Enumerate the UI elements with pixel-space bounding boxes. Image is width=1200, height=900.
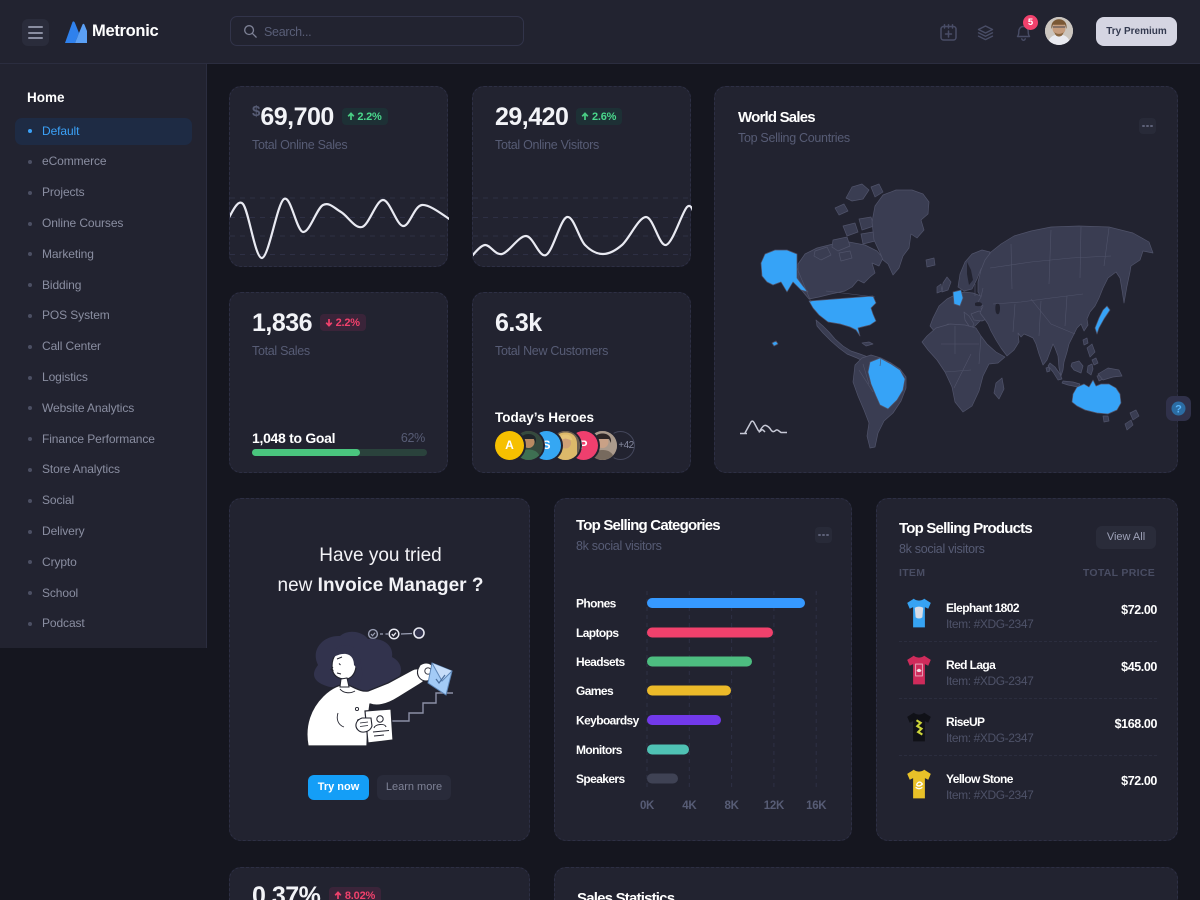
svg-text:?: ? [1175, 404, 1182, 416]
svg-text:12K: 12K [764, 800, 785, 812]
svg-text:Speakers: Speakers [576, 772, 625, 786]
svg-text:Monitors: Monitors [576, 743, 623, 757]
svg-text:Laptops: Laptops [576, 626, 619, 640]
svg-text:4K: 4K [682, 800, 697, 812]
svg-text:Keyboardsy: Keyboardsy [576, 714, 640, 728]
svg-text:0K: 0K [640, 800, 655, 812]
svg-text:16K: 16K [806, 800, 827, 812]
svg-text:Headsets: Headsets [576, 655, 625, 669]
svg-text:Phones: Phones [576, 597, 617, 611]
svg-text:Games: Games [576, 684, 614, 698]
svg-text:8K: 8K [725, 800, 740, 812]
